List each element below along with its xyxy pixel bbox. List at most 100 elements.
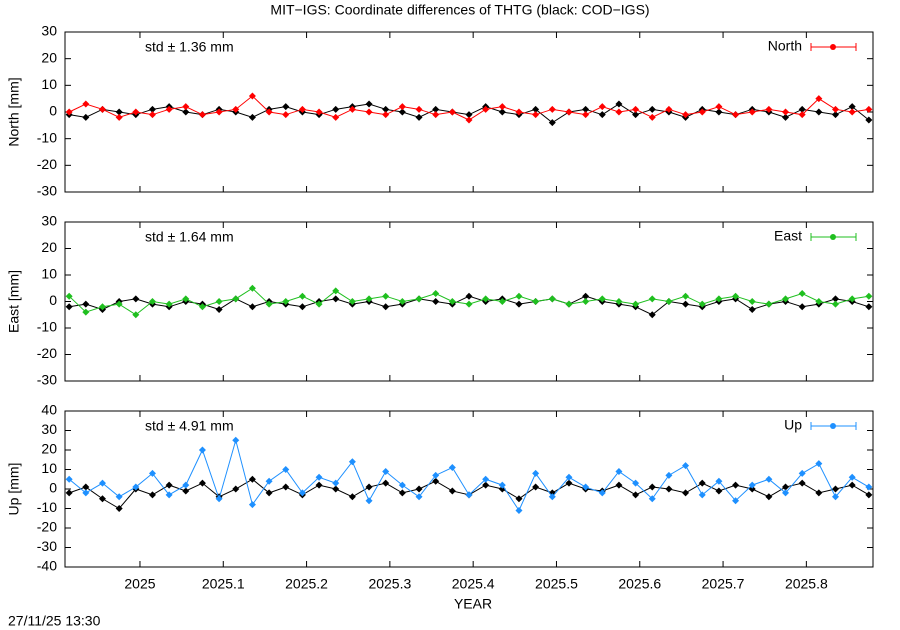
- data-point: [198, 479, 206, 487]
- data-point: [798, 479, 806, 487]
- data-point: [832, 295, 840, 303]
- data-point: [398, 481, 406, 489]
- data-point: [82, 113, 90, 121]
- data-point: [582, 483, 590, 491]
- data-point: [382, 292, 390, 300]
- data-point: [82, 100, 90, 108]
- data-point: [198, 446, 206, 454]
- y-tick-label: 0: [49, 292, 57, 308]
- data-point: [832, 105, 840, 113]
- x-tick-label: 2025.6: [618, 576, 661, 592]
- data-point: [298, 303, 306, 311]
- data-point: [365, 295, 373, 303]
- data-point: [82, 308, 90, 316]
- data-point: [848, 108, 856, 116]
- data-point: [748, 108, 756, 116]
- y-tick-label: -10: [37, 499, 57, 515]
- data-point: [748, 305, 756, 313]
- data-point: [115, 108, 123, 116]
- data-point: [482, 481, 490, 489]
- legend-label: North: [768, 38, 802, 54]
- data-point: [182, 481, 190, 489]
- data-point: [582, 292, 590, 300]
- data-point: [165, 491, 173, 499]
- data-point: [415, 493, 423, 501]
- data-point: [248, 92, 256, 100]
- chart-title: MIT−IGS: Coordinate differences of THTG …: [270, 2, 649, 18]
- data-point: [598, 103, 606, 111]
- data-point: [465, 292, 473, 300]
- data-point: [65, 108, 73, 116]
- data-point: [632, 105, 640, 113]
- data-point: [665, 105, 673, 113]
- data-point: [798, 111, 806, 119]
- data-point: [282, 111, 290, 119]
- data-point: [598, 489, 606, 497]
- data-point: [198, 111, 206, 119]
- data-point: [432, 290, 440, 298]
- data-point: [82, 483, 90, 491]
- data-point: [465, 300, 473, 308]
- data-point: [298, 292, 306, 300]
- data-point: [865, 292, 873, 300]
- data-point: [815, 108, 823, 116]
- data-point: [848, 481, 856, 489]
- data-point: [565, 300, 573, 308]
- data-point: [82, 300, 90, 308]
- data-point: [148, 298, 156, 305]
- y-axis-label: East [mm]: [6, 270, 22, 333]
- data-point: [848, 473, 856, 481]
- data-point: [215, 108, 223, 116]
- legend-label: East: [774, 228, 802, 244]
- data-point: [865, 491, 873, 499]
- data-point: [615, 298, 623, 305]
- data-point: [465, 491, 473, 499]
- y-tick-label: 40: [41, 402, 57, 418]
- data-point: [815, 489, 823, 497]
- data-point: [798, 290, 806, 298]
- timestamp: 27/11/25 13:30: [8, 613, 101, 629]
- data-point: [682, 489, 690, 497]
- data-point: [548, 493, 556, 501]
- data-point: [182, 487, 190, 495]
- data-point: [648, 495, 656, 503]
- y-axis-label: Up [mm]: [6, 463, 22, 516]
- data-point: [432, 105, 440, 113]
- data-point: [148, 105, 156, 113]
- data-point: [715, 487, 723, 495]
- data-point: [648, 105, 656, 113]
- legend-marker: [830, 44, 836, 50]
- data-point: [148, 491, 156, 499]
- data-point: [248, 501, 256, 509]
- data-point: [498, 298, 506, 305]
- annotation: std ± 1.36 mm: [145, 39, 234, 55]
- data-point: [732, 292, 740, 300]
- y-tick-label: 30: [41, 213, 57, 229]
- data-point: [482, 105, 490, 113]
- data-point: [148, 111, 156, 119]
- legend-marker: [830, 423, 836, 429]
- x-tick-label: 2025.2: [285, 576, 328, 592]
- data-point: [632, 300, 640, 308]
- data-point: [265, 108, 273, 116]
- y-tick-label: -20: [37, 345, 57, 361]
- data-point: [415, 113, 423, 121]
- y-tick-label: 20: [41, 239, 57, 255]
- data-point: [65, 475, 73, 483]
- data-point: [365, 108, 373, 116]
- data-point: [232, 485, 240, 493]
- y-tick-label: 20: [41, 49, 57, 65]
- data-point: [498, 108, 506, 116]
- data-point: [815, 298, 823, 305]
- data-point: [282, 103, 290, 111]
- data-point: [665, 298, 673, 305]
- data-point: [348, 493, 356, 501]
- x-tick-label: 2025: [124, 576, 155, 592]
- data-point: [132, 295, 140, 303]
- data-point: [315, 481, 323, 489]
- y-tick-label: -10: [37, 129, 57, 145]
- data-point: [332, 287, 340, 295]
- data-point: [365, 497, 373, 505]
- data-point: [98, 105, 106, 113]
